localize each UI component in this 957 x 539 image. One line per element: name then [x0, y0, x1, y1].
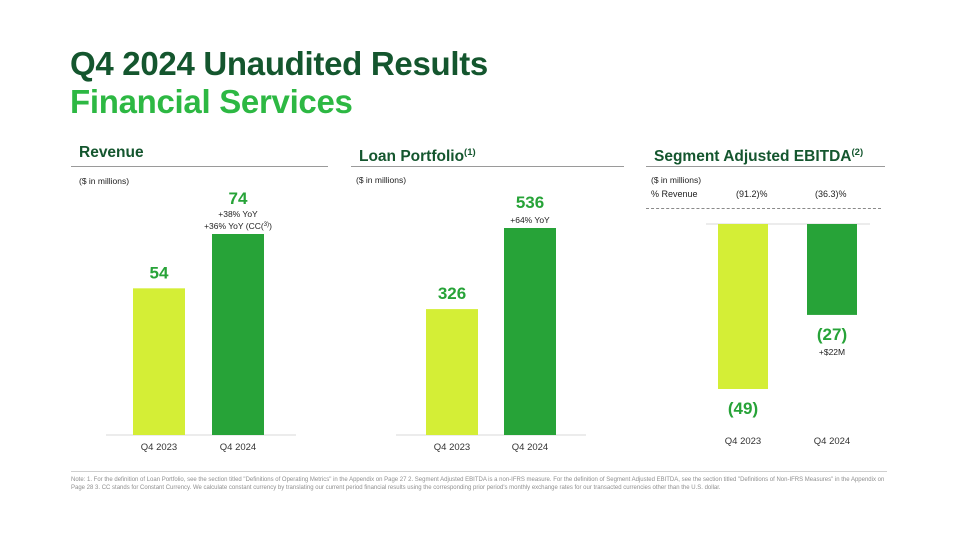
ebitda-title-text: Segment Adjusted EBITDA [654, 148, 852, 165]
loan-value-label-0: 326 [438, 284, 466, 303]
ebitda-chart: (49) Q4 2023 (27) +$22M Q4 2024 [706, 223, 870, 447]
ebitda-pct-row-label: % Revenue [651, 189, 698, 199]
loan-bar-1 [504, 228, 556, 435]
loan-category-label-1: Q4 2024 [512, 442, 548, 453]
revenue-value-label-0: 54 [150, 263, 169, 282]
revenue-units: ($ in millions) [79, 176, 130, 186]
ebitda-panel-title: Segment Adjusted EBITDA(2) [646, 140, 885, 167]
ebitda-pct-value-q4-2024: (36.3)% [815, 189, 847, 199]
ebitda-title-sup: (2) [851, 147, 864, 158]
loan-units: ($ in millions) [356, 175, 407, 185]
loan-portfolio-panel-title: Loan Portfolio(1) [351, 140, 624, 167]
loan-title-sup: (1) [464, 147, 476, 158]
revenue-category-label-0: Q4 2023 [141, 442, 177, 453]
loan-portfolio-chart: 326 Q4 2023 536 +64% YoY Q4 2024 [396, 193, 586, 453]
page-subtitle: Financial Services [70, 83, 353, 120]
loan-annotation-1-0: +64% YoY [510, 215, 550, 225]
loan-title-text: Loan Portfolio [359, 148, 465, 165]
ebitda-category-label-0: Q4 2023 [725, 436, 761, 447]
ebitda-dashed-divider [646, 208, 881, 209]
ebitda-value-label-0: (49) [728, 399, 758, 418]
revenue-category-label-1: Q4 2024 [220, 442, 256, 453]
ebitda-bar-0 [718, 224, 768, 389]
ebitda-category-label-1: Q4 2024 [814, 436, 850, 447]
loan-category-label-0: Q4 2023 [434, 442, 470, 453]
ebitda-value-label-1: (27) [817, 325, 847, 344]
ebitda-bar-1 [807, 224, 857, 315]
ebitda-pct-value-q4-2023: (91.2)% [736, 189, 768, 199]
revenue-value-label-1: 74 [229, 189, 248, 208]
revenue-annotation-1-1: +36% YoY (CC(3)) [204, 221, 272, 231]
ebitda-units: ($ in millions) [651, 175, 702, 185]
loan-value-label-1: 536 [516, 193, 544, 212]
revenue-panel-title: Revenue [71, 140, 328, 167]
revenue-title-text: Revenue [79, 144, 144, 161]
revenue-bar-0 [133, 288, 185, 435]
ebitda-panel: Segment Adjusted EBITDA(2) ($ in million… [646, 140, 885, 460]
revenue-panel: Revenue ($ in millions) 54 Q4 2023 74 +38% … [71, 140, 328, 460]
revenue-annotation-1-0: +38% YoY [218, 209, 258, 219]
revenue-chart: 54 Q4 2023 74+38% YoY +36% YoY (CC(3)) Q4 20… [106, 189, 296, 453]
revenue-bar-1 [212, 234, 264, 435]
loan-portfolio-panel: Loan Portfolio(1) ($ in millions) 326 Q4 … [351, 140, 624, 460]
footnote: Note: 1. For the definition of Loan Port… [71, 471, 887, 492]
page-title: Q4 2024 Unaudited Results [70, 45, 488, 82]
ebitda-annotation-1: +$22M [819, 347, 845, 357]
loan-bar-0 [426, 309, 478, 435]
